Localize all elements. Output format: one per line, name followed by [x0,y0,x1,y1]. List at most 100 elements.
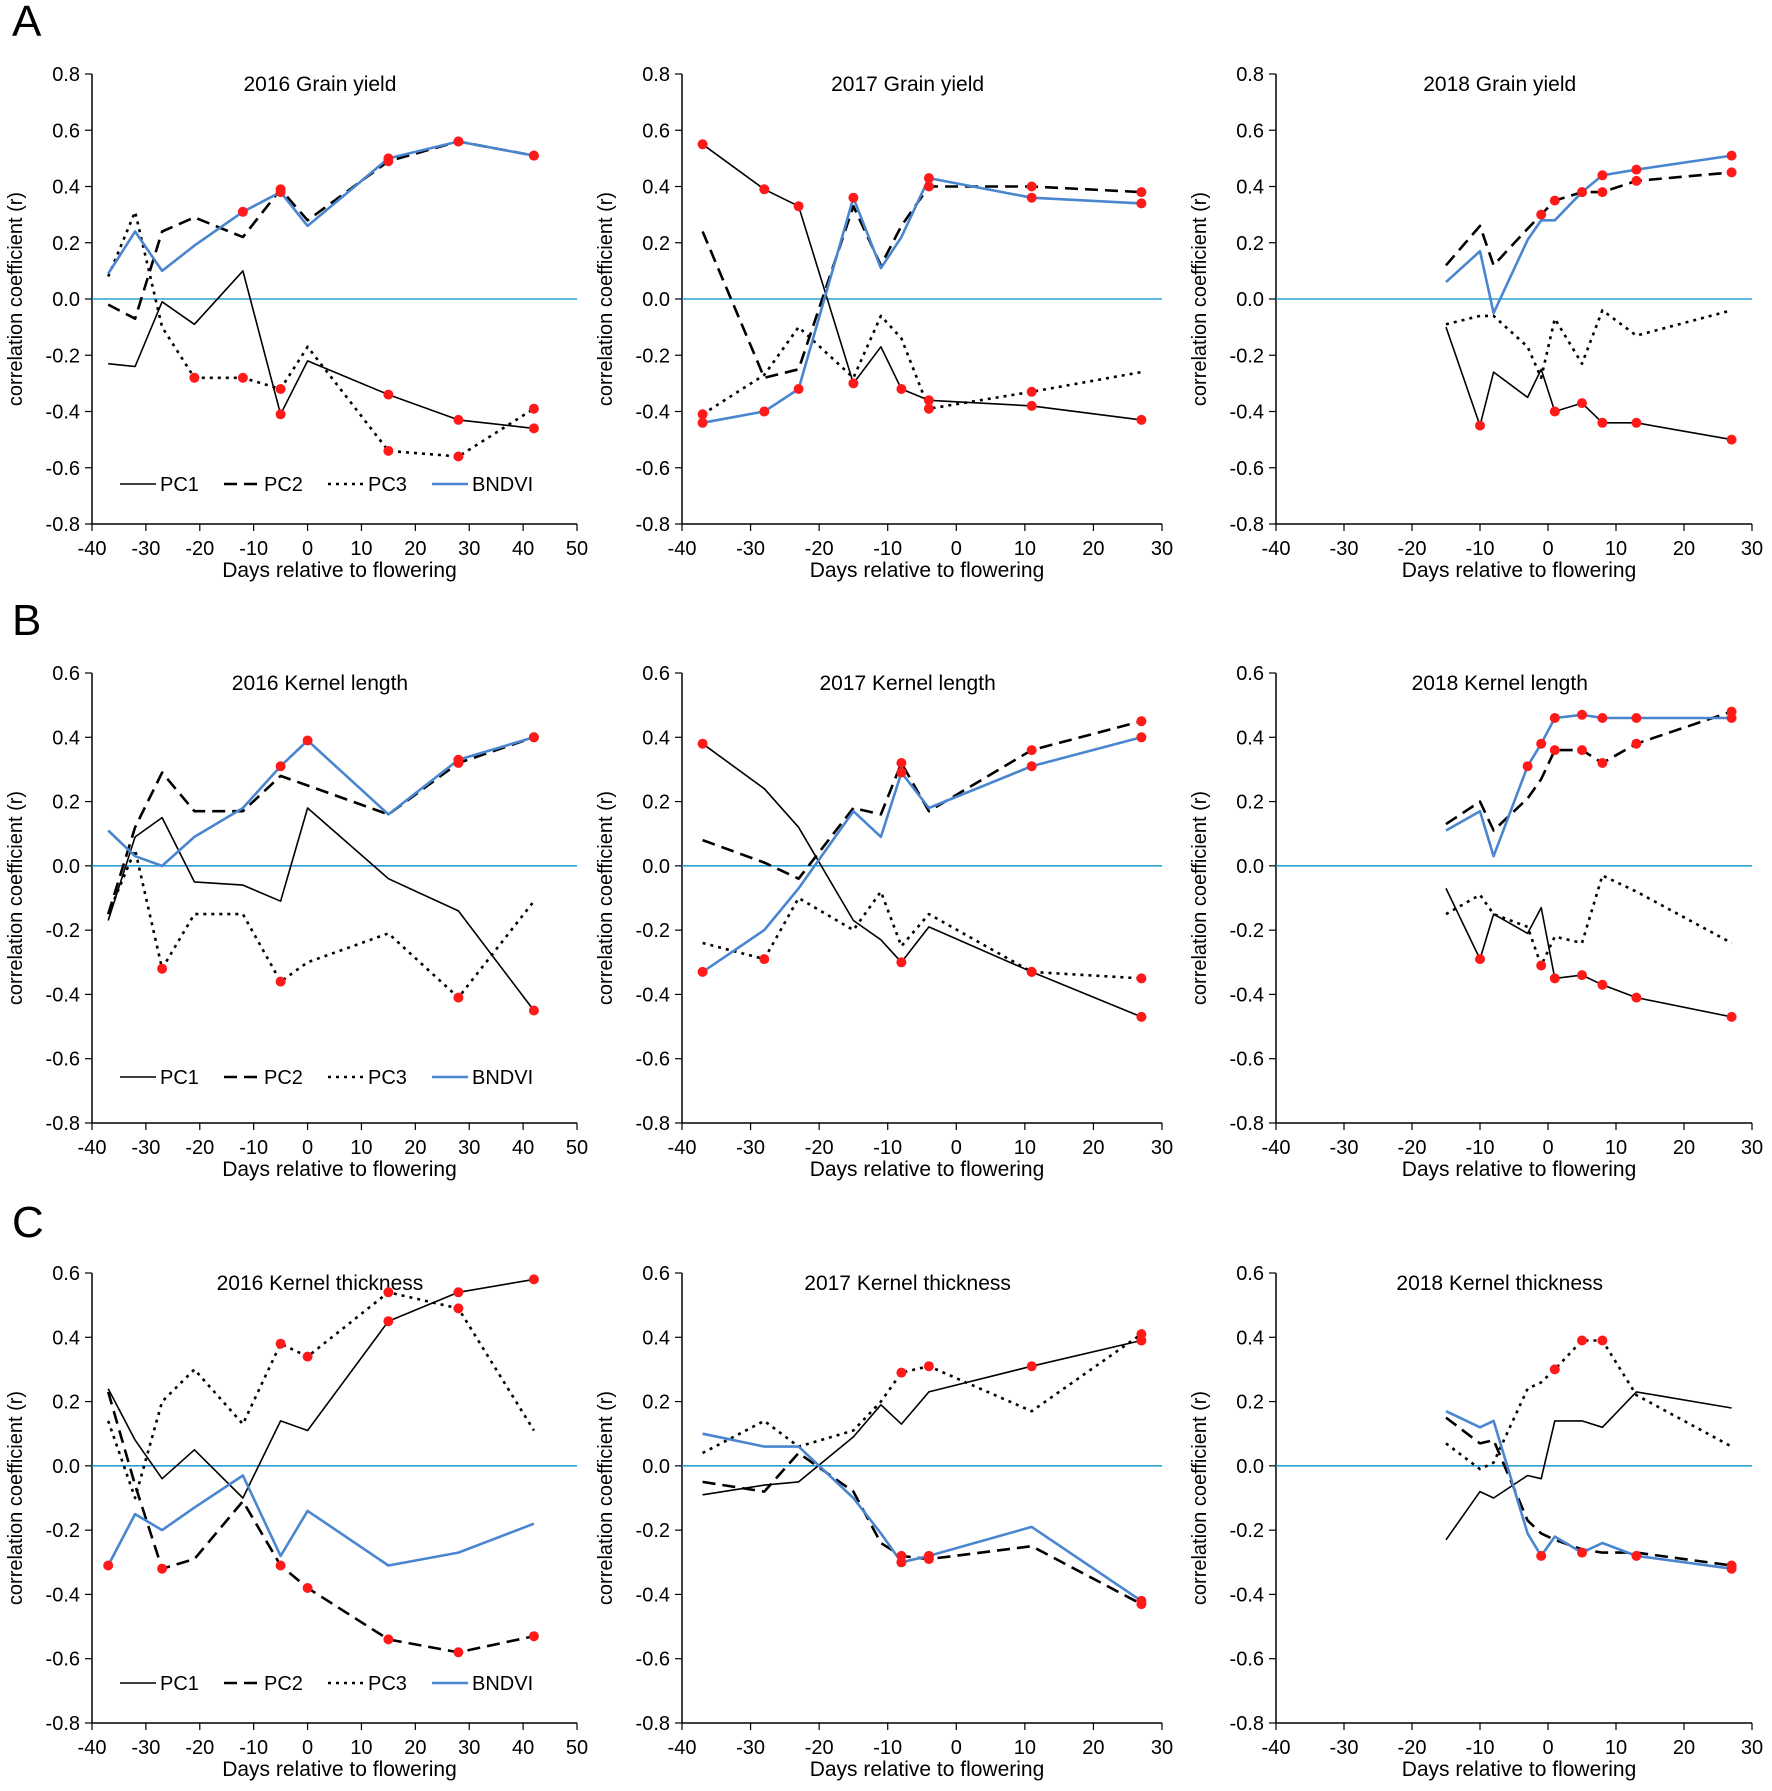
significant-point-bndvi [528,732,539,743]
significant-point-pc3 [896,1367,907,1378]
significant-point-bndvi [896,1557,907,1568]
y-tick-label: -0.8 [636,1113,670,1135]
y-tick-label: -0.2 [46,920,80,942]
x-tick-label: -10 [1466,538,1495,560]
significant-point-bndvi [275,761,286,772]
significant-point-pc2 [275,1560,286,1571]
y-tick-label: -0.6 [636,458,670,480]
y-axis-label: correlation coefficient (r) [5,791,27,1005]
y-tick-label: 0.4 [1236,1327,1264,1349]
y-tick-label: 0.6 [642,120,670,142]
y-tick-label: -0.6 [636,1649,670,1671]
x-tick-label: -40 [668,1737,697,1759]
series-line-pc2 [1445,171,1732,267]
legend-label-bndvi: BNDVI [472,474,533,496]
significant-point-pc2 [1597,758,1608,768]
y-tick-label: 0.8 [1236,64,1264,86]
significant-point-bndvi [1577,187,1587,198]
y-tick-label: 0.2 [52,233,80,255]
legend-label-pc1: PC1 [160,1673,199,1695]
y-tick-label: 0.0 [52,856,80,878]
y-tick-label: 0.6 [1236,1263,1264,1285]
significant-point-pc2 [1536,209,1547,220]
series-line-pc2 [1445,1416,1732,1567]
y-tick-label: -0.6 [1230,1649,1264,1671]
x-tick-label: -30 [131,1737,160,1759]
significant-point-bndvi [1631,1550,1642,1561]
y-tick-label: -0.4 [46,984,80,1006]
significant-point-pc1 [453,414,464,425]
x-tick-label: 40 [512,538,534,560]
y-tick-label: 0.4 [52,727,80,749]
significant-point-bndvi [848,192,859,203]
significant-point-pc3 [189,372,200,383]
y-tick-label: 0.6 [52,1263,80,1285]
significant-point-bndvi [1026,192,1037,203]
x-tick-label: 50 [566,1737,588,1759]
legend-label-pc2: PC2 [264,474,303,496]
series-line-bndvi [702,1432,1143,1602]
y-tick-label: -0.2 [46,345,80,367]
legend-label-pc2: PC2 [264,1067,303,1089]
x-tick-label: 30 [458,538,480,560]
y-tick-label: -0.4 [636,984,670,1006]
y-tick-label: -0.8 [636,1713,670,1735]
significant-point-pc1 [1136,1011,1147,1022]
series-line-pc2 [701,185,1142,380]
significant-point-pc3 [302,1351,313,1362]
significant-point-bndvi [1136,732,1147,743]
significant-point-pc2 [302,1583,313,1593]
y-tick-label: 0.6 [52,663,80,685]
legend: PC1 PC2 PC3 BNDVI [120,474,533,496]
y-tick-label: -0.6 [46,1049,80,1071]
significant-point-pc3 [453,1303,464,1314]
significant-point-bndvi [923,173,934,184]
series-line-pc1 [702,743,1142,1018]
x-tick-label: 0 [951,1137,962,1159]
x-tick-label: -30 [1330,538,1359,560]
legend-label-bndvi: BNDVI [472,1067,533,1089]
chart-title: 2018 Grain yield [1423,73,1576,96]
y-tick-label: 0.4 [642,727,670,749]
significant-point-bndvi [697,966,708,977]
chart-2016-grain-yield: -0.8 -0.6 -0.4 -0.2 0.0 0.2 0.4 0.6 0.8 -40 -30 -20… [5,64,588,582]
x-tick-label: 0 [951,538,962,560]
significant-point-bndvi [1577,1547,1587,1558]
significant-point-pc2 [1026,181,1037,192]
y-tick-label: -0.4 [1230,1584,1264,1606]
chart-2017-kernel-thickness: -0.8 -0.6 -0.4 -0.2 0.0 0.2 0.4 0.6 -40 -30 -20 -10… [595,1263,1173,1781]
significant-point-pc2 [1549,745,1560,756]
y-tick-label: -0.4 [636,402,670,424]
y-tick-label: 0.0 [52,1456,80,1478]
y-axis-label: correlation coefficient (r) [5,192,27,406]
x-tick-label: 30 [1741,1737,1763,1759]
y-tick-label: -0.4 [636,1584,670,1606]
legend-label-pc1: PC1 [160,1067,199,1089]
y-tick-label: -0.6 [46,458,80,480]
x-tick-label: -20 [185,1737,214,1759]
y-tick-label: 0.2 [642,233,670,255]
x-tick-label: -40 [1262,538,1291,560]
x-tick-label: 10 [350,538,372,560]
x-tick-label: -10 [239,538,268,560]
series-line-pc2 [106,736,535,915]
significant-point-pc2 [1631,175,1642,186]
x-tick-label: -30 [131,538,160,560]
y-axis-label: correlation coefficient (r) [1189,791,1211,1005]
significant-point-pc3 [383,445,394,456]
significant-point-pc1 [1631,992,1642,1003]
significant-point-bndvi [793,384,804,394]
significant-point-bndvi [453,136,464,147]
chart-title: 2016 Grain yield [243,73,396,96]
x-tick-label: -20 [185,538,214,560]
y-tick-label: 0.4 [642,177,670,199]
significant-point-pc3 [275,384,286,394]
y-tick-label: 0.6 [642,1263,670,1285]
y-tick-label: 0.4 [52,177,80,199]
y-tick-label: 0.8 [642,64,670,86]
y-axis-label: correlation coefficient (r) [595,192,617,406]
x-tick-label: 0 [1542,538,1553,560]
x-axis-label: Days relative to flowering [222,1158,457,1181]
chart-title: 2017 Grain yield [831,73,984,96]
